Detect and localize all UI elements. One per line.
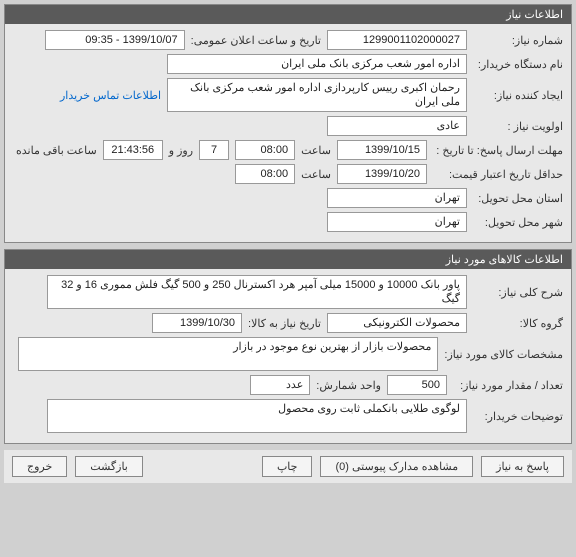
announce-label: تاریخ و ساعت اعلان عمومی: [191,34,321,47]
city-value: تهران [327,212,467,232]
unit-label: واحد شمارش: [316,379,381,392]
hours-remaining-value: 21:43:56 [103,140,163,160]
row-need-number: شماره نیاز: 1299001102000027 تاریخ و ساع… [13,30,563,50]
requester-value: رحمان اکبری رییس کارپردازی اداره امور شع… [167,78,467,112]
exit-button[interactable]: خروج [12,456,67,477]
back-button[interactable]: بازگشت [75,456,143,477]
province-label: استان محل تحویل: [473,192,563,205]
group-label: گروه کالا: [473,317,563,330]
row-city: شهر محل تحویل: تهران [13,212,563,232]
min-credit-time-value: 08:00 [235,164,295,184]
print-button[interactable]: چاپ [262,456,313,477]
goods-info-panel: اطلاعات کالاهای مورد نیاز شرح کلی نیاز: … [4,249,572,444]
need-number-label: شماره نیاز: [473,34,563,47]
row-deadline: مهلت ارسال پاسخ: تا تاریخ : 1399/10/15 س… [13,140,563,160]
goods-info-body: شرح کلی نیاز: پاور بانک 10000 و 15000 می… [5,269,571,443]
deadline-time-value: 08:00 [235,140,295,160]
deadline-label: مهلت ارسال پاسخ: تا تاریخ : [433,144,563,157]
attachments-button[interactable]: مشاهده مدارک پیوستی (0) [320,456,473,477]
hours-label: ساعت باقی مانده [16,144,97,157]
qty-value: 500 [387,375,447,395]
desc-value: پاور بانک 10000 و 15000 میلی آمپر هرد اک… [47,275,467,309]
city-label: شهر محل تحویل: [473,216,563,229]
days-remaining-value: 7 [199,140,229,160]
notes-value: لوگوی طلایی بانکملی ثابت روی محصول [47,399,467,433]
respond-button[interactable]: پاسخ به نیاز [481,456,564,477]
priority-label: اولویت نیاز : [473,120,563,133]
need-date-value: 1399/10/30 [152,313,242,333]
notes-label: توضیحات خریدار: [473,410,563,423]
min-credit-time-label: ساعت [301,168,331,181]
min-credit-label: حداقل تاریخ اعتبار قیمت: [433,168,563,181]
need-info-panel: اطلاعات نیاز شماره نیاز: 129900110200002… [4,4,572,243]
row-buyer-org: نام دستگاه خریدار: اداره امور شعب مرکزی … [13,54,563,74]
priority-value: عادی [327,116,467,136]
need-number-value: 1299001102000027 [327,30,467,50]
need-date-label: تاریخ نیاز به کالا: [248,317,321,330]
row-requester: ایجاد کننده نیاز: رحمان اکبری رییس کارپر… [13,78,563,112]
row-desc: شرح کلی نیاز: پاور بانک 10000 و 15000 می… [13,275,563,309]
buyer-org-value: اداره امور شعب مرکزی بانک ملی ایران [167,54,467,74]
deadline-date-value: 1399/10/15 [337,140,427,160]
spec-label: مشخصات کالای مورد نیاز: [444,348,563,361]
spec-value: محصولات بازار از بهترین نوع موجود در باز… [18,337,438,371]
need-info-header: اطلاعات نیاز [5,5,571,24]
group-value: محصولات الکترونیکی [327,313,467,333]
row-qty: تعداد / مقدار مورد نیاز: 500 واحد شمارش:… [13,375,563,395]
days-label: روز و [169,144,193,157]
contact-link[interactable]: اطلاعات تماس خریدار [60,89,161,102]
button-spacer [151,456,254,477]
row-group: گروه کالا: محصولات الکترونیکی تاریخ نیاز… [13,313,563,333]
buyer-org-label: نام دستگاه خریدار: [473,58,563,71]
min-credit-date-value: 1399/10/20 [337,164,427,184]
deadline-time-label: ساعت [301,144,331,157]
row-priority: اولویت نیاز : عادی [13,116,563,136]
need-info-body: شماره نیاز: 1299001102000027 تاریخ و ساع… [5,24,571,242]
requester-label: ایجاد کننده نیاز: [473,89,563,102]
row-notes: توضیحات خریدار: لوگوی طلایی بانکملی ثابت… [13,399,563,433]
unit-value: عدد [250,375,310,395]
province-value: تهران [327,188,467,208]
desc-label: شرح کلی نیاز: [473,286,563,299]
qty-label: تعداد / مقدار مورد نیاز: [453,379,563,392]
announce-value: 1399/10/07 - 09:35 [45,30,185,50]
button-bar: پاسخ به نیاز مشاهده مدارک پیوستی (0) چاپ… [4,450,572,483]
goods-info-header: اطلاعات کالاهای مورد نیاز [5,250,571,269]
row-min-credit: حداقل تاریخ اعتبار قیمت: 1399/10/20 ساعت… [13,164,563,184]
row-province: استان محل تحویل: تهران [13,188,563,208]
row-spec: مشخصات کالای مورد نیاز: محصولات بازار از… [13,337,563,371]
